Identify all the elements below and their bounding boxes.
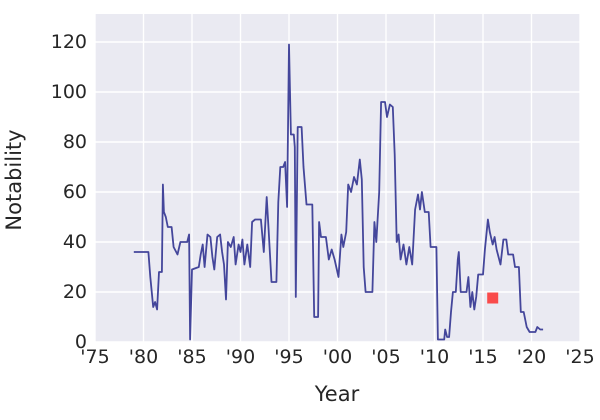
highlight-marker-square [487, 292, 499, 304]
y-tick-label: 120 [50, 31, 87, 53]
y-tick-label: 60 [62, 181, 87, 203]
y-tick-label: 0 [74, 331, 87, 353]
x-tick-label: '00 [322, 346, 353, 368]
x-tick-label: '90 [225, 346, 256, 368]
y-axis-title: Notability [2, 129, 26, 231]
x-tick-label: '85 [177, 346, 207, 368]
series-line-notability-over-time [133, 43, 544, 341]
y-tick-label: 80 [62, 131, 87, 153]
x-tick-label: '95 [274, 346, 304, 368]
x-tick-label: '25 [565, 346, 595, 368]
plot-area [95, 14, 580, 342]
chart-canvas [95, 14, 580, 342]
x-tick-label: '80 [128, 346, 159, 368]
y-tick-label: 100 [50, 81, 87, 103]
x-tick-label: '05 [371, 346, 401, 368]
x-tick-label: '15 [468, 346, 498, 368]
x-tick-label: '10 [419, 346, 450, 368]
x-tick-label: '75 [80, 346, 110, 368]
y-tick-label: 20 [62, 281, 87, 303]
x-tick-label: '20 [516, 346, 547, 368]
y-tick-label: 40 [62, 231, 87, 253]
x-axis-title: Year [314, 382, 360, 406]
